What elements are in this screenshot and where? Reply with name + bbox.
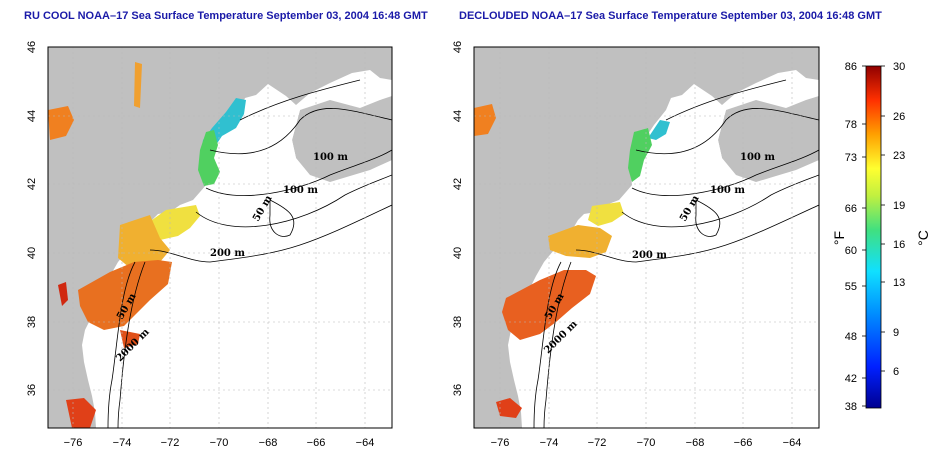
y-tick: 38 [26,316,38,328]
sst-patch-maine [628,128,652,182]
sst-patch-hot [58,282,68,306]
colorbar: 86 78 73 66 60 55 48 42 38 30 26 23 19 1… [831,61,931,413]
x-tick: −66 [734,437,753,449]
map-title-left: RU COOL NOAA–17 Sea Surface Temperature … [24,10,428,22]
y-tick: 44 [452,110,464,122]
colorbar-c-tick: 30 [893,61,905,73]
y-tick: 44 [26,110,38,122]
colorbar-f-tick: 86 [845,61,857,73]
colorbar-f-tick: 66 [845,203,857,215]
sst-patch-south [66,398,96,428]
sst-patch-west [48,106,74,140]
y-tick: 42 [26,178,38,190]
colorbar-f-tick: 55 [845,281,857,293]
x-tick: −74 [113,437,132,449]
sst-patch-north [648,120,670,140]
land-mass [474,47,819,428]
sst-patch-gom [150,205,200,240]
x-tick: −68 [259,437,278,449]
contour-label-100m-a: 100 m [740,152,775,163]
x-tick: −76 [491,437,510,449]
x-tick: −64 [356,437,375,449]
colorbar-f-tick: 38 [845,401,857,413]
sst-patch-maine [198,130,220,186]
contour-label-100m-b: 100 m [283,185,318,196]
sst-patch-mab [118,215,170,268]
colorbar-unit-f: °F [831,231,847,245]
contour-label-100m-a: 100 m [313,152,348,163]
land-nova-scotia [292,96,392,182]
map-panel-right: 100 m 100 m 50 m 200 m 50 m 2000 m −76 −… [452,41,820,449]
colorbar-f-tick: 78 [845,119,857,131]
sst-patch-west [474,104,496,136]
y-tick: 36 [26,384,38,396]
map-grid [474,47,819,428]
y-tick: 40 [452,247,464,259]
colorbar-c-tick: 13 [893,277,905,289]
map-panel-left: 100 m 100 m 50 m 200 m 50 m 2000 m −76 −… [26,41,393,449]
y-tick: 46 [26,41,38,53]
y-tick: 46 [452,41,464,53]
x-tick: −64 [783,437,802,449]
x-tick: −72 [161,437,180,449]
x-tick: −72 [588,437,607,449]
colorbar-f-tick: 60 [845,245,857,257]
map-grid [48,47,392,428]
sst-patch-mab [548,225,612,258]
x-tick: −76 [64,437,83,449]
x-tick: −74 [540,437,559,449]
colorbar-c-tick: 19 [893,200,905,212]
colorbar-f-tick: 73 [845,152,857,164]
colorbar-c-tick: 23 [893,150,905,162]
contour-label-200m: 200 m [632,250,667,261]
contour-label-100m-b: 100 m [710,185,745,196]
colorbar-c-tick: 26 [893,111,905,123]
sst-patch-shelf [502,270,596,340]
colorbar-c-tick: 9 [893,327,899,339]
colorbar-c-tick: 6 [893,366,899,378]
y-tick: 38 [452,316,464,328]
sst-patch-south [496,398,522,418]
y-tick: 40 [26,247,38,259]
colorbar-f-tick: 42 [845,373,857,385]
x-tick: −68 [686,437,705,449]
sst-patch-shelf [78,260,172,330]
y-tick: 36 [452,384,464,396]
colorbar-c-tick: 16 [893,239,905,251]
land-mass [48,47,392,428]
colorbar-unit-c: °C [915,230,931,246]
x-tick: −66 [307,437,326,449]
y-tick: 42 [452,178,464,190]
map-title-right: DECLOUDED NOAA–17 Sea Surface Temperatur… [459,10,882,22]
x-tick: −70 [210,437,229,449]
contour-label-200m: 200 m [210,248,245,259]
x-tick: −70 [637,437,656,449]
colorbar-f-tick: 48 [845,331,857,343]
